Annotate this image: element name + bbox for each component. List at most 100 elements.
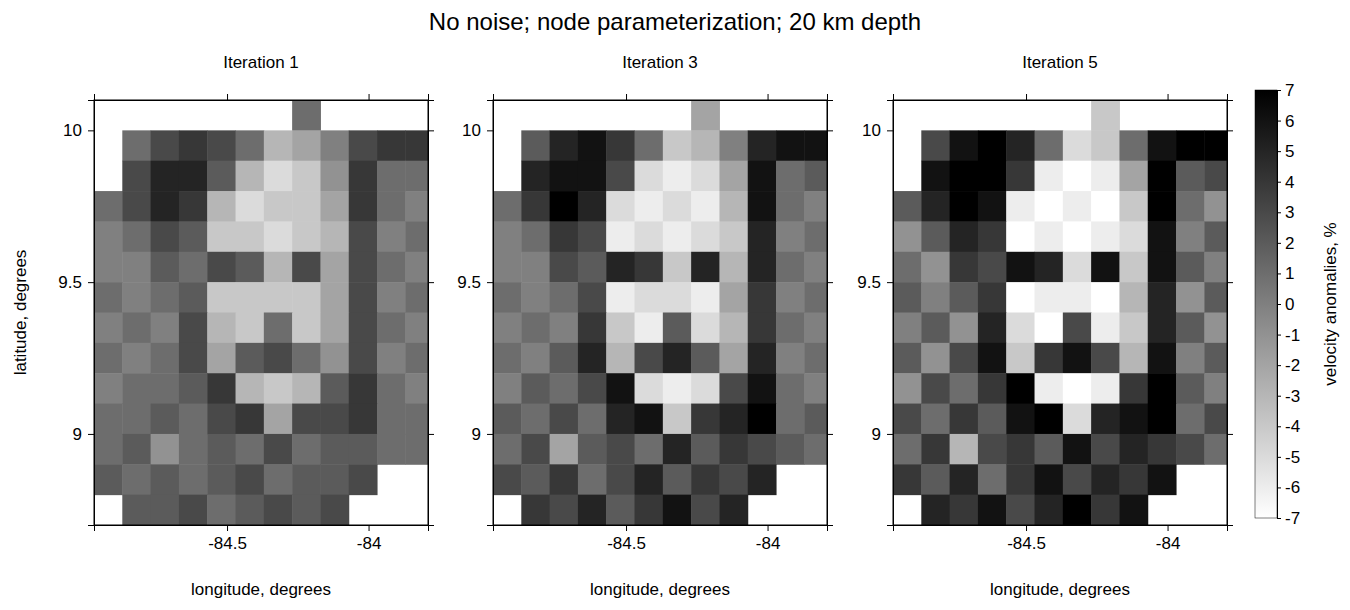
cell xyxy=(748,282,777,313)
cell xyxy=(635,130,664,161)
cell xyxy=(349,434,378,465)
tick-mark xyxy=(1277,273,1281,274)
cell xyxy=(663,130,692,161)
axis-line xyxy=(887,101,894,526)
cell xyxy=(236,464,265,495)
cell xyxy=(1148,130,1177,161)
cell xyxy=(921,434,950,465)
tick-mark xyxy=(887,282,893,283)
cell xyxy=(1148,373,1177,404)
cell xyxy=(292,343,321,374)
cell xyxy=(550,252,579,283)
cell xyxy=(207,313,236,344)
cell xyxy=(635,161,664,192)
cell xyxy=(264,221,293,252)
cell xyxy=(236,313,265,344)
cell xyxy=(1148,434,1177,465)
cell xyxy=(377,191,406,222)
tick-label: -4 xyxy=(1285,417,1300,436)
cell xyxy=(804,161,827,192)
tick-label: -3 xyxy=(1285,387,1300,406)
cell xyxy=(236,282,265,313)
cell xyxy=(893,404,922,435)
cell xyxy=(151,495,180,525)
tick-mark xyxy=(827,282,833,283)
cell xyxy=(207,434,236,465)
cell xyxy=(748,130,777,161)
cell xyxy=(1035,373,1064,404)
cell xyxy=(122,373,151,404)
axis-line xyxy=(1228,101,1234,526)
cell xyxy=(207,130,236,161)
cell xyxy=(349,313,378,344)
cell xyxy=(264,130,293,161)
tick: 10 xyxy=(462,121,493,140)
cell xyxy=(978,313,1007,344)
cell xyxy=(748,373,777,404)
cell xyxy=(207,252,236,283)
cell xyxy=(893,282,922,313)
cell xyxy=(320,464,349,495)
cell xyxy=(349,252,378,283)
tick xyxy=(1168,94,1169,100)
cell xyxy=(493,191,522,222)
axis-line xyxy=(894,94,1228,101)
cell xyxy=(122,161,151,192)
cell xyxy=(804,130,827,161)
colorbar: -7-6-5-4-3-2-101234567 xyxy=(1255,81,1300,528)
cell xyxy=(1176,221,1205,252)
cell xyxy=(405,161,428,192)
cell xyxy=(207,282,236,313)
cell xyxy=(405,313,428,344)
cell xyxy=(748,161,777,192)
cell xyxy=(978,191,1007,222)
cell xyxy=(405,434,428,465)
axis-line xyxy=(894,526,1228,532)
cell xyxy=(1204,221,1227,252)
cell xyxy=(921,404,950,435)
tick: 9.5 xyxy=(457,273,493,292)
cell xyxy=(691,221,720,252)
cell xyxy=(405,373,428,404)
cell xyxy=(635,434,664,465)
tick: -84 xyxy=(1156,525,1181,553)
tick-mark xyxy=(1168,94,1169,100)
cell xyxy=(1148,282,1177,313)
cell xyxy=(405,282,428,313)
tick-label: -84 xyxy=(357,534,382,553)
cell xyxy=(1091,161,1120,192)
cell xyxy=(663,161,692,192)
tick-mark xyxy=(887,434,893,435)
cell xyxy=(950,282,979,313)
cell xyxy=(292,404,321,435)
cell xyxy=(521,221,550,252)
tick-mark xyxy=(1277,243,1281,244)
axis-line xyxy=(494,94,828,101)
cell xyxy=(893,252,922,283)
cell xyxy=(179,343,208,374)
tick-mark xyxy=(88,282,94,283)
cell xyxy=(1006,343,1035,374)
cell xyxy=(748,221,777,252)
cell xyxy=(663,252,692,283)
cell xyxy=(179,404,208,435)
cell xyxy=(1148,191,1177,222)
cell xyxy=(94,404,123,435)
x-axis-top xyxy=(894,94,1228,101)
cell xyxy=(236,191,265,222)
cell xyxy=(550,191,579,222)
cell xyxy=(1006,191,1035,222)
cell xyxy=(1063,495,1092,525)
colorbar-ramp xyxy=(1255,90,1277,518)
cell xyxy=(1119,161,1148,192)
tick-label: 7 xyxy=(1285,81,1294,100)
cell xyxy=(550,221,579,252)
tick-label: 9.5 xyxy=(457,273,481,292)
cell xyxy=(776,373,805,404)
cell xyxy=(521,495,550,525)
cell xyxy=(493,464,522,495)
cell xyxy=(606,161,635,192)
cell xyxy=(1204,313,1227,344)
cell xyxy=(1063,464,1092,495)
cell xyxy=(236,434,265,465)
